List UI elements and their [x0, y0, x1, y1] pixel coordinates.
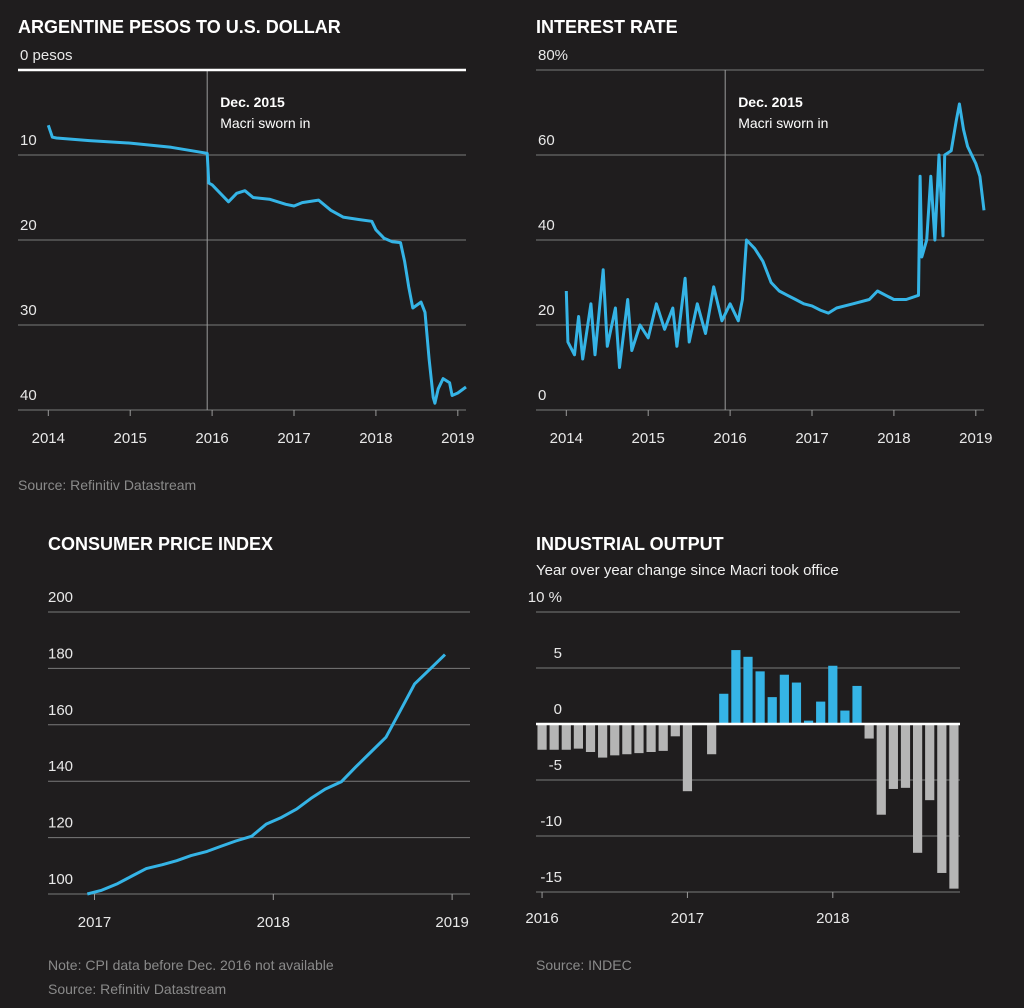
y-tick-label: 40	[20, 387, 37, 404]
y-tick-label: 10 %	[528, 589, 562, 606]
y-tick-label: 60	[538, 132, 555, 149]
x-tick-label: 2015	[114, 430, 147, 447]
y-tick-label: 20	[20, 217, 37, 234]
data-line	[564, 102, 986, 369]
chart-title: INDUSTRIAL OUTPUT	[536, 534, 724, 554]
footnote: Source: Refinitiv Datastream	[48, 981, 226, 997]
bar	[791, 682, 802, 724]
x-tick-label: 2019	[441, 430, 474, 447]
y-tick-label: -15	[540, 869, 562, 886]
x-tick-label: 2014	[32, 430, 65, 447]
bar	[743, 656, 753, 724]
bar	[634, 724, 644, 754]
y-tick-label: 0	[538, 387, 546, 404]
bar	[816, 701, 826, 724]
data-line	[46, 124, 467, 405]
x-tick-label: 2019	[435, 914, 468, 931]
bar	[937, 724, 947, 873]
annotation-title: Dec. 2015	[220, 94, 285, 110]
bar	[585, 724, 596, 752]
bar	[646, 724, 656, 752]
chart-subtitle: Year over year change since Macri took o…	[536, 562, 839, 579]
y-tick-label: 120	[48, 815, 73, 832]
bar	[549, 724, 559, 750]
chart-title: INTEREST RATE	[536, 17, 678, 37]
x-tick-label: 2017	[795, 430, 828, 447]
annotation-text: Macri sworn in	[220, 115, 310, 131]
bar	[779, 674, 789, 724]
chart-title: ARGENTINE PESOS TO U.S. DOLLAR	[18, 17, 341, 37]
footnote: Source: Refinitiv Datastream	[18, 477, 196, 493]
bar	[755, 671, 765, 724]
x-tick-label: 2019	[959, 430, 992, 447]
x-tick-label: 2018	[877, 430, 910, 447]
bar	[622, 724, 632, 755]
y-tick-label: 10	[20, 132, 37, 149]
x-tick-label: 2017	[671, 910, 704, 927]
bar	[719, 693, 729, 724]
x-tick-label: 2016	[195, 430, 228, 447]
bar	[876, 724, 886, 815]
y-tick-label: 5	[554, 645, 562, 662]
bar	[803, 720, 814, 724]
x-tick-label: 2018	[816, 910, 849, 927]
bar	[731, 650, 741, 724]
bar	[900, 724, 911, 788]
x-tick-label: 2017	[277, 430, 310, 447]
bar	[888, 724, 898, 789]
y-tick-label: 160	[48, 702, 73, 719]
y-tick-label: 140	[48, 758, 73, 775]
x-tick-label: 2016	[713, 430, 746, 447]
chart-title: CONSUMER PRICE INDEX	[48, 534, 273, 554]
x-tick-label: 2017	[78, 914, 111, 931]
x-tick-label: 2018	[359, 430, 392, 447]
y-tick-label: -5	[549, 757, 562, 774]
bar	[925, 724, 935, 801]
y-tick-label: -10	[540, 813, 562, 830]
annotation-title: Dec. 2015	[738, 94, 803, 110]
y-tick-label: 100	[48, 871, 73, 888]
bar	[767, 697, 777, 724]
bar	[707, 724, 717, 755]
bar	[840, 710, 850, 724]
bar	[537, 724, 547, 750]
bar	[864, 724, 874, 739]
bar	[670, 724, 680, 737]
bar	[658, 724, 668, 751]
data-line	[86, 653, 447, 896]
bar	[828, 665, 838, 724]
footnote: Note: CPI data before Dec. 2016 not avai…	[48, 957, 334, 973]
x-tick-label: 2014	[550, 430, 583, 447]
x-tick-label: 2018	[257, 914, 290, 931]
y-tick-label: 20	[538, 302, 555, 319]
bar	[682, 724, 693, 792]
annotation-text: Macri sworn in	[738, 115, 828, 131]
y-tick-label: 40	[538, 217, 555, 234]
y-tick-label: 80%	[538, 47, 568, 64]
bar	[852, 685, 862, 724]
bar	[912, 724, 923, 853]
x-tick-label: 2015	[632, 430, 665, 447]
y-tick-label: 180	[48, 645, 73, 662]
y-tick-label: 30	[20, 302, 37, 319]
bar	[949, 724, 959, 889]
y-tick-label: 0	[554, 701, 562, 718]
y-tick-label: 0 pesos	[20, 47, 73, 64]
bar	[610, 724, 620, 756]
footnote: Source: INDEC	[536, 957, 632, 973]
bar	[573, 724, 584, 749]
bar	[561, 724, 571, 750]
x-tick-label: 2016	[525, 910, 558, 927]
y-tick-label: 200	[48, 589, 73, 606]
bar	[598, 724, 608, 758]
